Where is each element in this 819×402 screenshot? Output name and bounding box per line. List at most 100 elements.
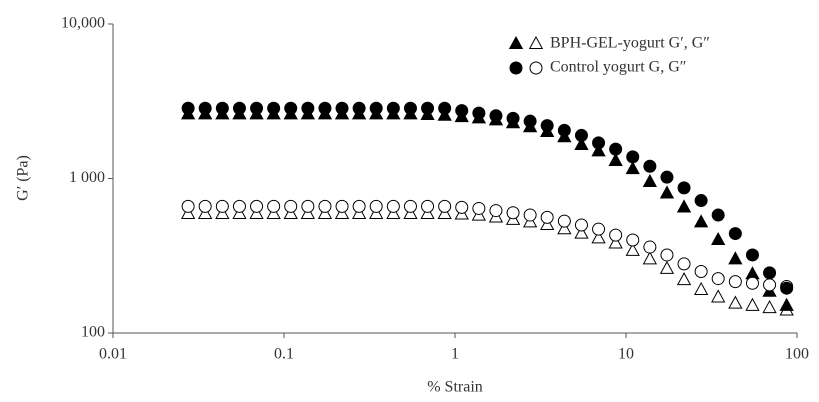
data-point [215,199,229,213]
data-point [693,281,709,295]
data-point [215,101,229,115]
data-point [626,150,640,164]
data-point [626,233,640,247]
data-point [694,265,708,279]
legend-marker [508,35,524,50]
data-point [352,199,366,213]
y-tick-label: 10,000 [61,15,105,32]
data-point [779,297,794,311]
data-point [609,228,623,242]
data-point [335,199,349,213]
data-point [557,214,571,228]
data-point [250,199,264,213]
data-point [438,199,452,213]
data-point [181,199,195,213]
data-point [608,152,623,166]
data-point [369,199,383,213]
y-tick-label: 1 000 [69,169,105,186]
data-point [745,248,759,262]
data-point [642,251,658,265]
data-point [540,210,554,224]
data-point [694,194,708,208]
data-point [489,204,503,218]
data-point [591,143,606,157]
data-point [489,109,503,123]
data-point [592,136,606,150]
data-point [660,248,674,262]
data-point [677,181,691,195]
data-point [335,101,349,115]
legend-marker [509,61,523,75]
x-tick-label: 100 [785,346,809,363]
data-point [693,214,709,228]
data-point [438,101,452,115]
data-point [472,106,486,120]
data-point [608,235,623,249]
data-point [728,295,743,309]
x-tick-label: 10 [618,346,634,363]
y-tick-label: 100 [81,324,105,341]
data-point [677,257,691,271]
data-point [318,101,332,115]
x-axis-title: % Strain [427,379,483,396]
data-point [386,199,400,213]
data-point [301,199,315,213]
data-point [267,101,281,115]
x-tick-label: 1 [451,346,459,363]
data-point [574,128,588,142]
data-point [711,231,726,246]
data-point [386,101,400,115]
legend-label: Control yogurt G, G″ [550,59,686,76]
data-point [728,251,743,265]
data-point [676,199,692,213]
data-point [711,272,725,286]
data-point [523,208,537,222]
legend-label: BPH-GEL-yogurt G′, G″ [550,35,710,52]
data-point [557,221,572,235]
data-point [591,230,606,244]
data-point [267,199,281,213]
data-point [455,104,469,118]
data-point [574,136,589,150]
data-point [181,101,195,115]
data-point [403,199,417,213]
data-point [762,300,777,314]
data-point [232,101,246,115]
data-point [369,101,383,115]
data-point [625,161,640,175]
data-point [643,240,657,254]
data-point [763,266,777,280]
data-point [642,173,658,187]
data-point [728,227,742,241]
data-point [455,200,469,214]
data-point [643,159,657,173]
data-point [540,119,554,133]
data-point [301,101,315,115]
data-point [232,199,246,213]
data-point [574,218,588,232]
data-point [711,289,726,303]
data-point [557,123,571,137]
data-point [711,208,725,222]
data-point [352,101,366,115]
data-point [198,101,212,115]
data-point [198,199,212,213]
data-point [660,170,674,184]
data-point [609,142,623,156]
data-point [780,281,794,295]
data-point [523,114,537,128]
data-point [421,199,435,213]
x-tick-label: 0.1 [274,346,294,363]
data-point [625,242,640,256]
data-point [659,185,675,199]
data-point [506,111,520,125]
data-point [284,101,298,115]
data-point [506,206,520,220]
legend-marker [528,35,544,50]
data-point [472,201,486,215]
y-axis-title: G′ (Pa) [15,155,32,201]
data-point [728,275,742,289]
data-point [745,297,760,311]
data-point [574,225,589,239]
